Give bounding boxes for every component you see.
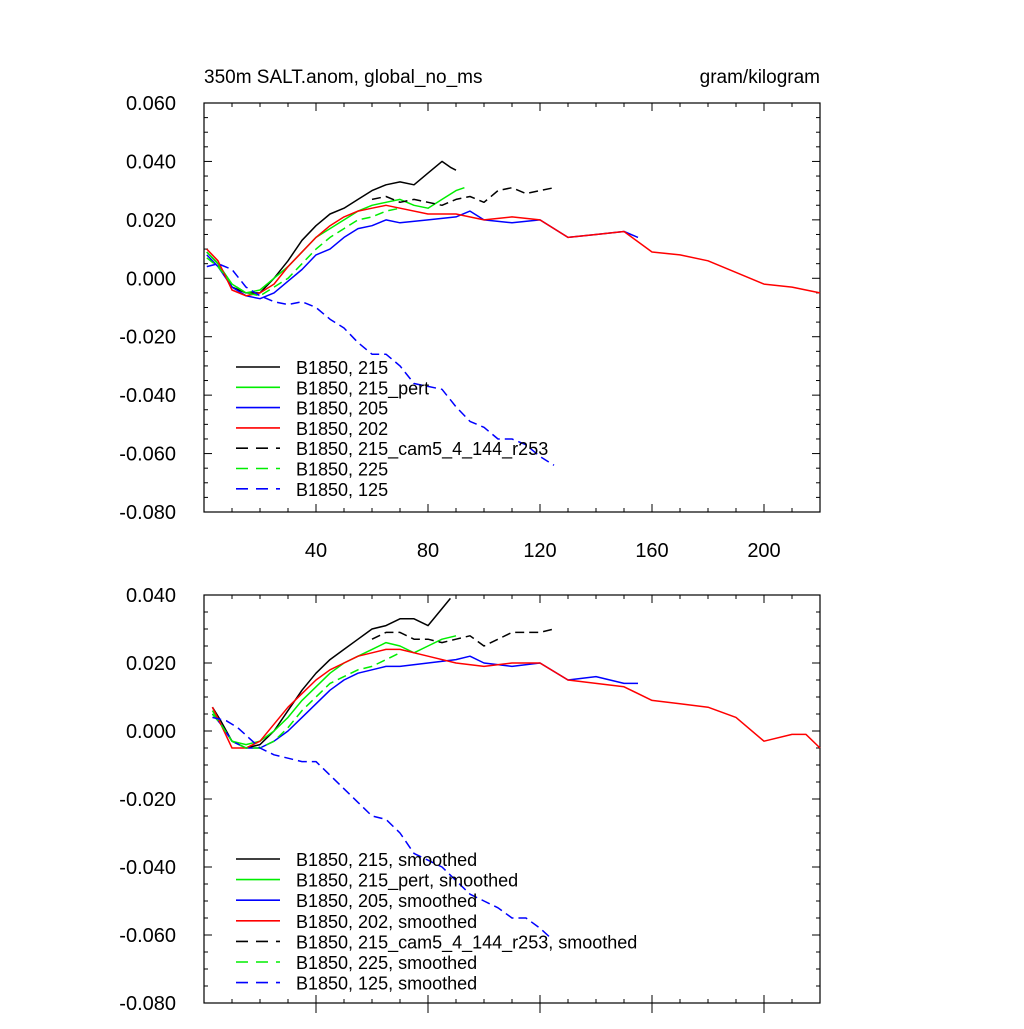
series-line-2 — [206, 186, 465, 294]
legend-label: B1850, 215_cam5_4_144_r253, smoothed — [296, 932, 637, 953]
legend-label: B1850, 215, smoothed — [296, 850, 477, 870]
series-line-1 — [211, 597, 451, 749]
y-tick-label: 0.020 — [126, 210, 176, 232]
series-line-7 — [212, 716, 552, 939]
chart-units: gram/kilogram — [700, 67, 820, 88]
y-tick-label: 0.020 — [126, 653, 176, 675]
y-tick-label: -0.020 — [119, 789, 176, 811]
legend-label: B1850, 225 — [296, 460, 388, 480]
y-tick-label: -0.020 — [119, 327, 176, 349]
series-line-3 — [211, 655, 638, 749]
legend-label: B1850, 205, smoothed — [296, 891, 477, 911]
y-tick-label: 0.040 — [126, 151, 176, 173]
series-line-5 — [371, 628, 555, 647]
legend-label: B1850, 205 — [296, 399, 388, 419]
legend-label: B1850, 215_pert — [296, 378, 429, 399]
series-line-5 — [371, 186, 555, 207]
legend-label: B1850, 215_pert, smoothed — [296, 871, 518, 892]
y-tick-label: -0.040 — [119, 385, 176, 407]
x-tick-label: 120 — [523, 540, 556, 562]
series-line-6 — [206, 207, 401, 297]
y-tick-label: 0.000 — [126, 721, 176, 743]
x-tick-label: 40 — [305, 540, 327, 562]
y-tick-label: -0.060 — [119, 925, 176, 947]
y-tick-label: 0.040 — [126, 585, 176, 607]
top-panel: 0.060 0.040 0.020 0.000 -0.020 -0.040 -0.060 -0… — [119, 67, 821, 562]
legend-label: B1850, 215 — [296, 358, 388, 378]
legend-label: B1850, 215_cam5_4_144_r253 — [296, 439, 548, 460]
y-tick-label: 0.060 — [126, 93, 176, 115]
series-line-6 — [211, 652, 401, 749]
bottom-panel: 0.040 0.020 0.000 -0.020 -0.040 -0.060 -0.080 B… — [119, 585, 821, 1015]
y-tick-label: -0.060 — [119, 444, 176, 466]
legend-label: B1850, 125 — [296, 480, 388, 500]
y-tick-label: 0.000 — [126, 268, 176, 290]
x-tick-label: 160 — [635, 540, 668, 562]
y-tick-label: -0.080 — [119, 502, 176, 524]
legend-label: B1850, 225, smoothed — [296, 953, 477, 973]
chart-title: 350m SALT.anom, global_no_ms — [204, 67, 482, 88]
series-line-2 — [211, 635, 457, 746]
legend-label: B1850, 202, smoothed — [296, 912, 477, 932]
series-line-4 — [206, 204, 821, 297]
y-tick-label: -0.080 — [119, 993, 176, 1015]
series-line-4 — [211, 648, 821, 749]
series-line-7 — [206, 262, 555, 466]
x-tick-label: 200 — [747, 540, 780, 562]
legend-label: B1850, 125, smoothed — [296, 974, 477, 994]
x-tick-label: 80 — [417, 540, 439, 562]
legend-label: B1850, 202 — [296, 419, 388, 439]
y-tick-label: -0.040 — [119, 857, 176, 879]
